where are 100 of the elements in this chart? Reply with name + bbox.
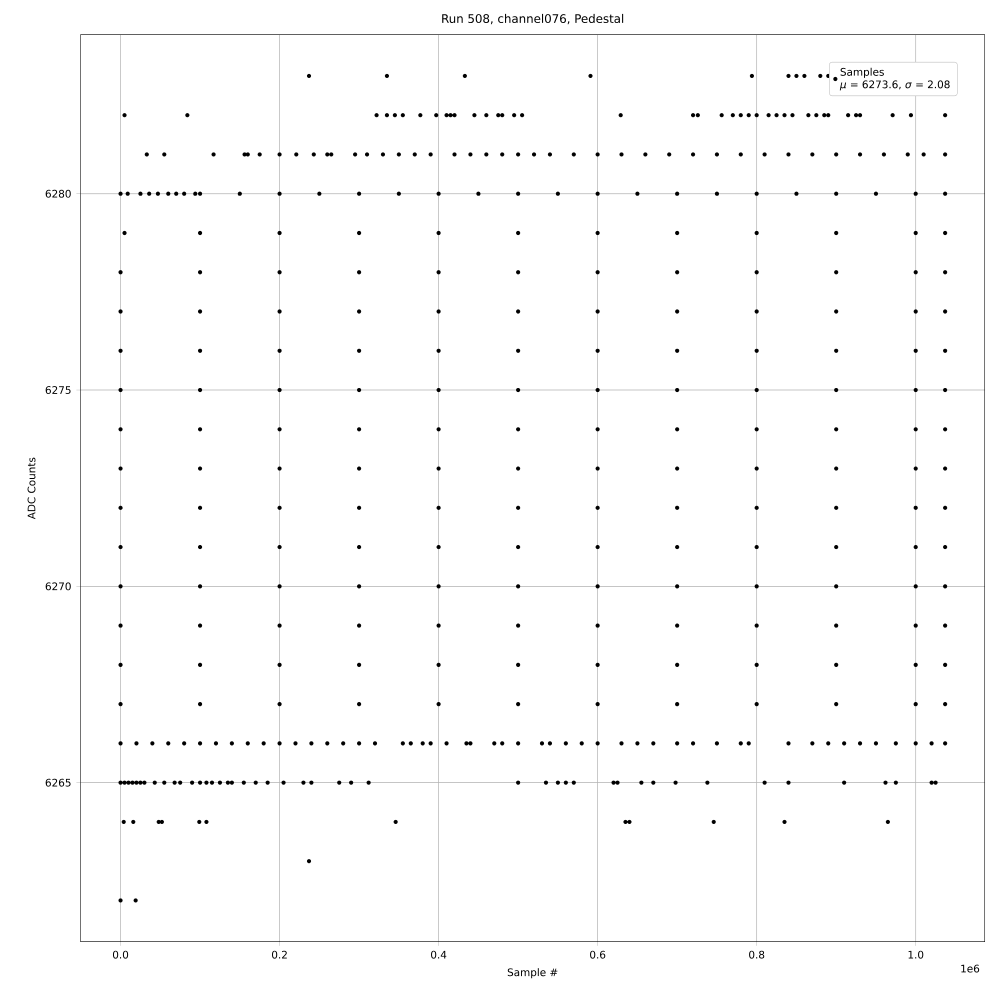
point: [635, 192, 640, 196]
point: [943, 662, 948, 667]
point: [690, 113, 696, 118]
point: [943, 309, 948, 314]
point: [185, 113, 190, 118]
point: [858, 152, 862, 157]
x-tick-label: 0.0: [112, 950, 128, 959]
point: [786, 780, 791, 785]
point: [786, 741, 791, 746]
point: [619, 152, 624, 157]
point: [596, 427, 600, 432]
point: [204, 780, 209, 785]
point: [738, 741, 743, 746]
point: [794, 192, 799, 196]
point: [156, 192, 160, 196]
point: [198, 192, 202, 196]
point: [198, 388, 202, 392]
point: [500, 741, 504, 746]
point: [198, 506, 202, 510]
point: [118, 309, 123, 314]
x-tick-label: 0.6: [590, 950, 606, 959]
x-tick-label: 0.8: [749, 950, 764, 959]
point: [198, 466, 202, 471]
point: [826, 741, 830, 746]
point: [278, 427, 282, 432]
point: [596, 466, 600, 471]
point: [754, 348, 759, 353]
point: [204, 820, 209, 824]
point: [198, 427, 202, 432]
point: [198, 309, 202, 314]
point: [484, 113, 488, 118]
point: [434, 113, 438, 118]
point: [341, 741, 346, 746]
point: [238, 192, 242, 196]
point: [278, 466, 282, 471]
point: [810, 741, 814, 746]
point: [464, 741, 469, 746]
point: [396, 192, 401, 196]
point: [357, 230, 362, 236]
point: [834, 584, 838, 588]
point: [690, 741, 696, 746]
point: [198, 544, 202, 550]
point: [131, 820, 136, 824]
point: [806, 113, 810, 118]
point: [436, 427, 441, 432]
y-tick-label: 6275: [46, 386, 71, 394]
x-tick-label: 0.2: [272, 950, 287, 959]
point: [325, 741, 330, 746]
point: [556, 780, 560, 785]
point: [147, 192, 152, 196]
point: [619, 741, 624, 746]
point: [675, 662, 680, 667]
point: [943, 506, 948, 510]
point: [210, 780, 214, 785]
point: [118, 427, 123, 432]
point: [754, 230, 759, 236]
point: [306, 859, 312, 864]
point: [890, 113, 895, 118]
point: [452, 113, 457, 118]
point: [834, 624, 838, 628]
point: [198, 741, 202, 746]
point: [418, 113, 422, 118]
point: [278, 309, 282, 314]
point: [337, 780, 342, 785]
point: [400, 113, 405, 118]
point: [516, 624, 520, 628]
point: [532, 152, 536, 157]
point: [596, 348, 600, 353]
point: [675, 348, 680, 353]
point: [794, 74, 799, 78]
point: [914, 741, 918, 746]
point: [198, 348, 202, 353]
point: [278, 544, 282, 550]
point: [353, 152, 358, 157]
point: [906, 152, 910, 157]
point: [357, 584, 362, 588]
point: [914, 702, 918, 706]
point: [516, 584, 520, 588]
point: [580, 741, 584, 746]
point: [357, 624, 362, 628]
point: [400, 741, 405, 746]
point: [834, 152, 838, 157]
point: [118, 388, 123, 392]
point: [858, 113, 862, 118]
legend-label: Samples: [840, 68, 884, 78]
point: [118, 702, 123, 706]
point: [894, 741, 898, 746]
point: [943, 230, 948, 236]
point: [914, 270, 918, 274]
point: [160, 820, 164, 824]
point: [754, 506, 759, 510]
y-tick-label: 6270: [46, 582, 71, 590]
point: [444, 741, 449, 746]
point: [126, 780, 131, 785]
point: [556, 192, 560, 196]
point: [178, 780, 182, 785]
point: [596, 270, 600, 274]
point: [943, 270, 948, 274]
point: [197, 820, 202, 824]
point: [544, 780, 548, 785]
